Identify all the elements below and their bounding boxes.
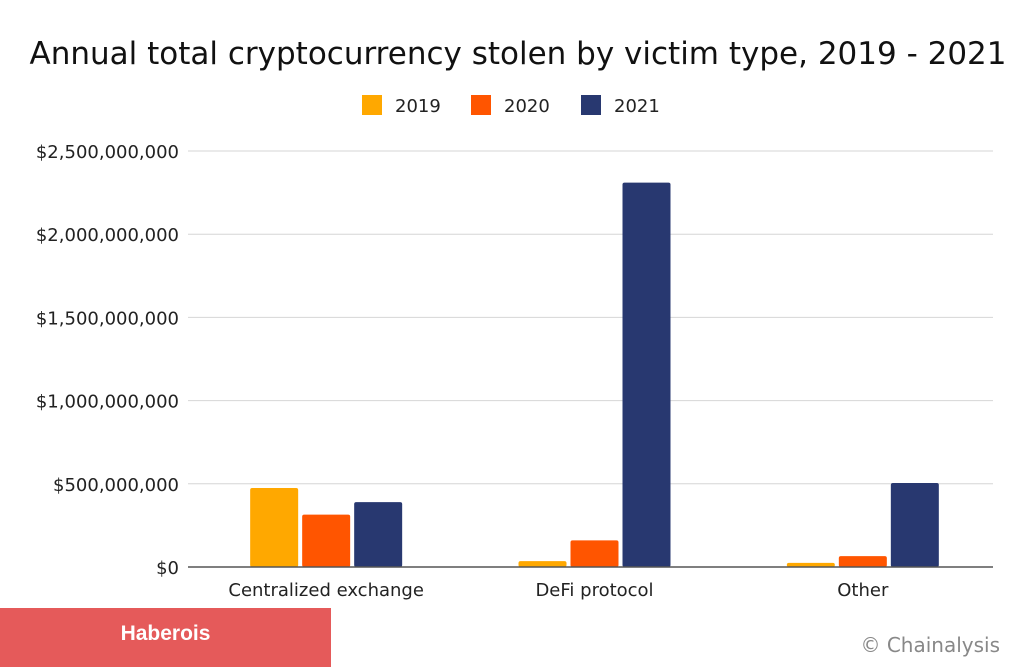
legend-label-2020: 2020 xyxy=(504,96,550,117)
bar-2020-other xyxy=(838,556,887,567)
bar-2019-defi-protocol xyxy=(518,561,567,567)
y-tick-label: $0 xyxy=(156,558,179,579)
x-category-label: Centralized exchange xyxy=(228,580,424,601)
y-tick-label: $500,000,000 xyxy=(53,475,179,496)
x-axis-labels: Centralized exchange DeFi protocol Other xyxy=(228,580,889,601)
y-tick-label: $1,500,000,000 xyxy=(36,308,179,329)
legend: 2019 2020 2021 xyxy=(362,95,660,117)
bar-2021-other xyxy=(890,482,939,567)
y-tick-label: $1,000,000,000 xyxy=(36,392,179,413)
bar-2019-centralized-exchange xyxy=(250,487,299,567)
y-tick-label: $2,000,000,000 xyxy=(36,225,179,246)
legend-swatch-2021 xyxy=(581,95,601,115)
legend-swatch-2020 xyxy=(471,95,491,115)
bar-2020-defi-protocol xyxy=(570,540,619,567)
badge-label: Haberois xyxy=(120,622,211,645)
legend-label-2021: 2021 xyxy=(614,96,660,117)
y-tick-label: $2,500,000,000 xyxy=(36,142,179,163)
y-axis-ticks: $0 $500,000,000 $1,000,000,000 $1,500,000,0… xyxy=(36,142,179,579)
bars xyxy=(250,182,939,567)
legend-label-2019: 2019 xyxy=(395,96,441,117)
bar-2021-centralized-exchange xyxy=(354,502,403,567)
source-badge: Haberois xyxy=(0,608,331,667)
legend-swatch-2019 xyxy=(362,95,382,115)
x-category-label: DeFi protocol xyxy=(535,580,653,601)
bar-2021-defi-protocol xyxy=(622,182,671,567)
gridlines xyxy=(188,150,993,485)
chainalysis-credit: © Chainalysis xyxy=(860,633,1000,657)
bar-2020-centralized-exchange xyxy=(302,514,351,567)
chart-title: Annual total cryptocurrency stolen by vi… xyxy=(30,36,1007,72)
bar-2019-other xyxy=(786,562,835,567)
x-category-label: Other xyxy=(837,580,889,601)
